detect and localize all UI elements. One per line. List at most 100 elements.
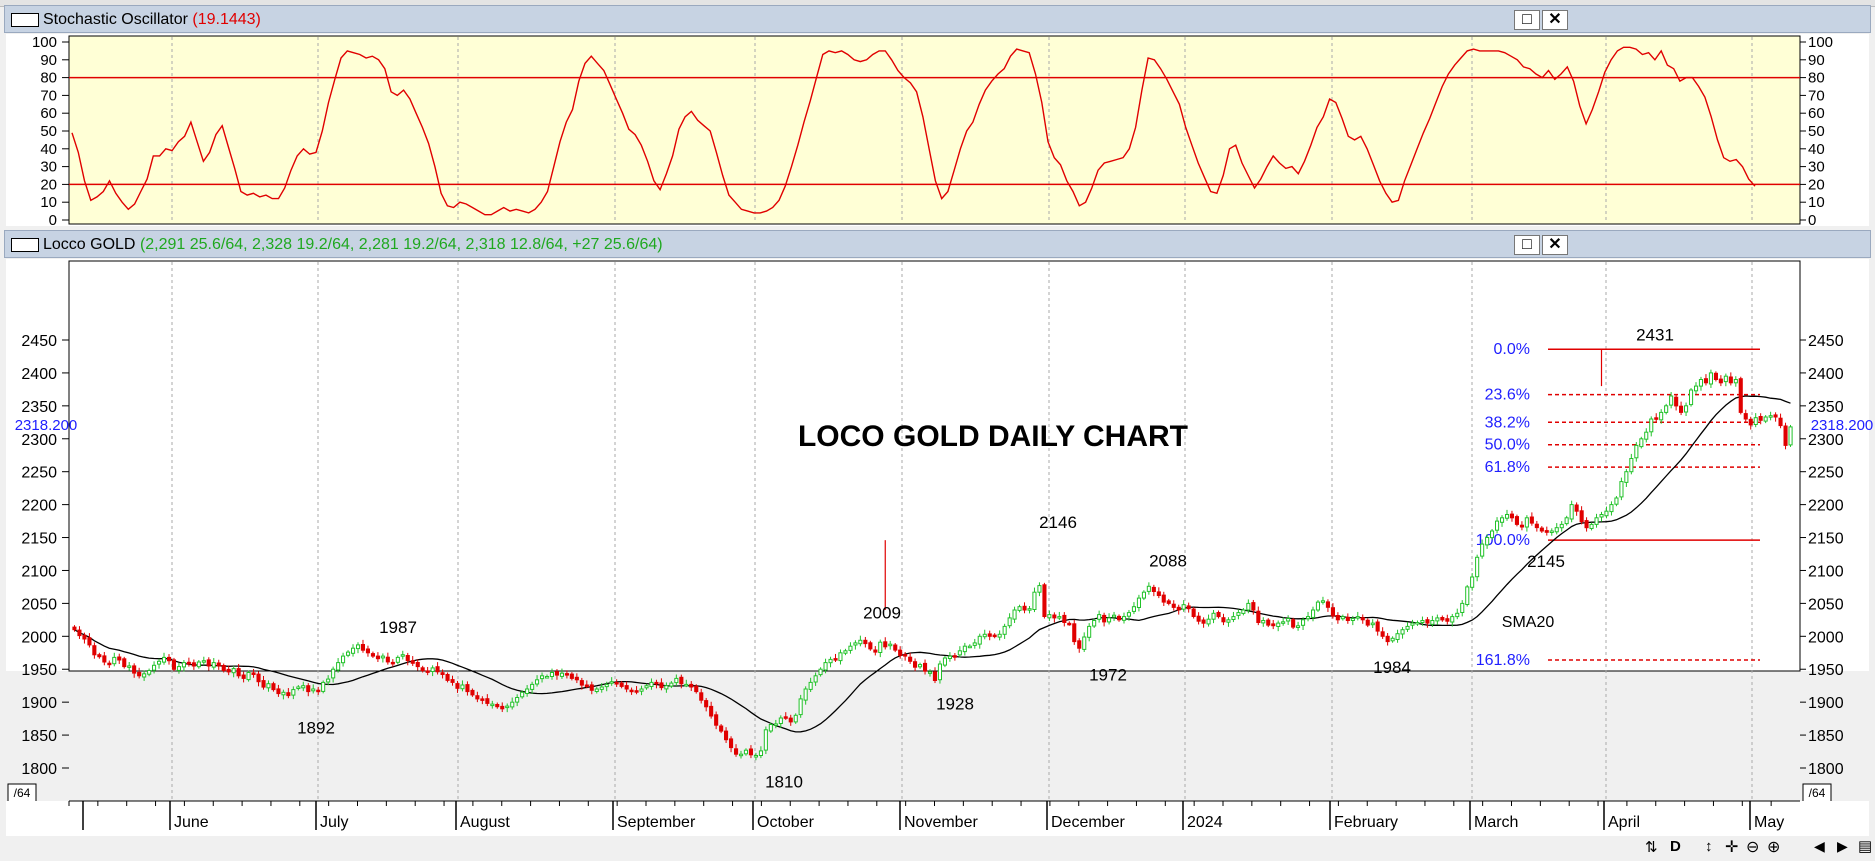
- candle-down: [1191, 608, 1196, 617]
- daily-button[interactable]: D: [1670, 838, 1681, 855]
- sync-icon[interactable]: ⇅: [1645, 839, 1658, 856]
- crosshair-icon[interactable]: ✛: [1725, 839, 1739, 856]
- candle-up: [848, 645, 853, 651]
- zoom-out-icon[interactable]: ⊖: [1746, 839, 1760, 856]
- candle-down: [1072, 623, 1077, 643]
- price-y-tick-right: 1950: [1808, 662, 1844, 679]
- candle-down: [241, 674, 246, 679]
- candle-up: [758, 750, 764, 757]
- candle-up: [1340, 616, 1345, 620]
- candle-up: [246, 672, 251, 681]
- candle-up: [1664, 405, 1669, 413]
- candle-down: [709, 705, 714, 717]
- candle-up: [1126, 612, 1132, 617]
- stoch-y-tick-right: 0: [1808, 212, 1816, 229]
- stoch-plot-area[interactable]: [68, 35, 1801, 225]
- candle-up: [1723, 375, 1728, 383]
- candle-down: [699, 692, 704, 701]
- candle-up: [1097, 614, 1102, 620]
- candle-down: [1579, 510, 1584, 523]
- candle-up: [545, 676, 550, 679]
- candle-up: [823, 662, 828, 671]
- price-y-tick-right: 2050: [1808, 596, 1844, 613]
- candle-down: [72, 626, 77, 631]
- price-panel-titlebar[interactable]: Locco GOLD (2,291 25.6/64, 2,328 19.2/64…: [4, 230, 1871, 258]
- x-month-label: December: [1051, 814, 1125, 831]
- price-y-tick-left: 2300: [21, 432, 57, 449]
- candle-down: [167, 656, 172, 662]
- x-month-label: April: [1608, 814, 1640, 831]
- candle-down: [465, 684, 470, 693]
- candle-up: [112, 656, 117, 665]
- candle-down: [1783, 425, 1788, 446]
- candle-down: [137, 671, 142, 677]
- candle-down: [694, 685, 699, 693]
- price-restore-button[interactable]: □: [1514, 235, 1540, 255]
- candle-up: [1012, 609, 1017, 620]
- candle-up: [763, 729, 768, 751]
- candle-up: [1435, 617, 1440, 622]
- next-icon[interactable]: ▶: [1837, 838, 1848, 854]
- candle-down: [186, 661, 191, 665]
- candle-down: [1445, 618, 1450, 622]
- prev-icon[interactable]: ◀: [1814, 838, 1825, 854]
- pan-icon[interactable]: ↕: [1705, 838, 1713, 855]
- price-annotation: 1984: [1373, 658, 1411, 677]
- candle-down: [634, 690, 639, 693]
- stoch-close-button[interactable]: ✕: [1542, 10, 1568, 30]
- stoch-panel-titlebar[interactable]: Stochastic Oscillator (19.1443) □ ✕: [4, 5, 1871, 33]
- candle-up: [957, 650, 962, 656]
- candle-up: [1669, 395, 1674, 406]
- stoch-restore-button[interactable]: □: [1514, 10, 1540, 30]
- candle-down: [614, 682, 619, 685]
- candle-down: [370, 653, 375, 657]
- candle-up: [888, 643, 893, 647]
- price-annotation: 1810: [765, 772, 803, 791]
- candle-up: [1689, 389, 1694, 406]
- price-y-tick-right: 2000: [1808, 629, 1844, 646]
- candle-down: [1773, 414, 1778, 418]
- candle-down: [1201, 619, 1206, 624]
- candle-up: [609, 681, 614, 684]
- candle-down: [868, 642, 873, 650]
- candle-up: [937, 663, 943, 681]
- candle-up: [142, 673, 147, 678]
- panel-system-icon[interactable]: [11, 238, 39, 252]
- candle-down: [107, 662, 112, 666]
- candle-down: [1052, 614, 1057, 619]
- stoch-value: (19.1443): [192, 11, 261, 28]
- price-close-button[interactable]: ✕: [1542, 235, 1568, 255]
- candle-up: [127, 665, 132, 668]
- stoch-y-tick-right: 20: [1808, 176, 1825, 193]
- candle-down: [1345, 616, 1350, 621]
- candle-up: [1420, 620, 1425, 623]
- stoch-y-tick-left: 100: [32, 34, 57, 51]
- candle-up: [1549, 530, 1554, 533]
- price-panel-title: Locco GOLD (2,291 25.6/64, 2,328 19.2/64…: [43, 236, 663, 254]
- candle-down: [1067, 622, 1072, 626]
- price-plot-area[interactable]: [68, 260, 1801, 672]
- price-y-tick-left: 2350: [21, 399, 57, 416]
- candle-up: [753, 755, 759, 758]
- candle-up: [162, 656, 167, 663]
- panel-system-icon[interactable]: [11, 13, 39, 27]
- zoom-in-icon[interactable]: ⊕: [1767, 839, 1781, 856]
- candle-down: [485, 698, 490, 704]
- candle-down: [132, 665, 137, 674]
- candle-down: [908, 656, 913, 662]
- candle-down: [1758, 416, 1763, 421]
- candle-up: [639, 688, 644, 692]
- candle-up: [549, 672, 555, 677]
- candle-up: [211, 662, 216, 668]
- candle-down: [375, 655, 380, 660]
- price-y-tick-left: 1950: [21, 662, 57, 679]
- price-annotation: 1928: [936, 695, 974, 714]
- candle-up: [828, 658, 833, 664]
- candle-down: [500, 705, 505, 710]
- grid-icon[interactable]: ▤: [1858, 838, 1873, 855]
- candle-down: [1325, 601, 1331, 608]
- candle-up: [181, 662, 186, 668]
- candle-down: [1544, 530, 1549, 533]
- x-month-label: May: [1754, 814, 1784, 831]
